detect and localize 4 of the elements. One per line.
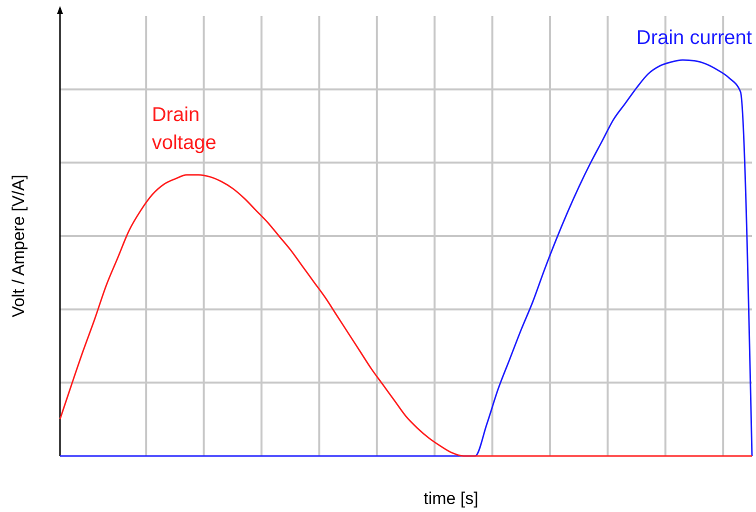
x-axis-title: time [s]	[424, 489, 478, 508]
series-label: Drain voltage	[152, 104, 216, 154]
series-label: Drain current	[636, 27, 752, 49]
y-axis-title: Volt / Ampere [V/A]	[9, 174, 28, 318]
